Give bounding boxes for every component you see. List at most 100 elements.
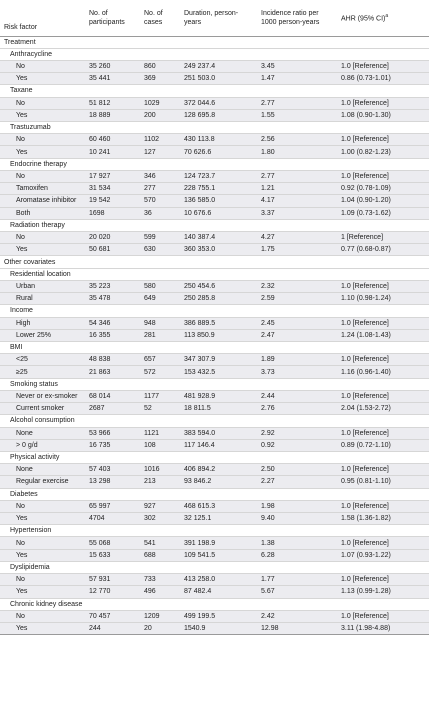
group-label: Hypertension	[0, 524, 429, 538]
ahr-cell: 1.0 [Reference]	[337, 463, 429, 477]
duration-cell: 136 585.0	[180, 194, 257, 208]
ahr-cell: 1.16 (0.96-1.40)	[337, 365, 429, 379]
group-header-row: Residential location	[0, 268, 429, 281]
ahr-cell: 3.11 (1.98-4.88)	[337, 622, 429, 636]
participants-cell: 60 460	[85, 133, 140, 147]
incidence-cell: 3.45	[257, 60, 337, 74]
group-label: Alcohol consumption	[0, 414, 429, 428]
participants-cell: 12 770	[85, 585, 140, 599]
group-label: BMI	[0, 341, 429, 355]
row-label: Yes	[0, 145, 85, 159]
cases-cell: 346	[140, 170, 180, 184]
cases-cell: 127	[140, 145, 180, 159]
cases-cell: 688	[140, 549, 180, 562]
cases-cell: 657	[140, 353, 180, 367]
section-header-row: Other covariates	[0, 255, 429, 269]
ahr-cell: 1.0 [Reference]	[337, 170, 429, 184]
group-label: Trastuzumab	[0, 121, 429, 135]
cases-cell: 52	[140, 402, 180, 416]
group-header-row: Radiation therapy	[0, 219, 429, 233]
duration-cell: 372 044.6	[180, 97, 257, 110]
participants-cell: 31 534	[85, 182, 140, 196]
incidence-cell: 2.77	[257, 170, 337, 184]
incidence-cell: 2.56	[257, 133, 337, 147]
participants-cell: 1698	[85, 207, 140, 220]
ahr-cell: 0.95 (0.81-1.10)	[337, 475, 429, 489]
ahr-cell: 1.0 [Reference]	[337, 60, 429, 74]
cases-cell: 496	[140, 585, 180, 599]
row-label: No	[0, 231, 85, 245]
table-row: No 35 260 860 249 237.4 3.45 1.0 [Reference]	[0, 60, 429, 74]
participants-cell: 16 735	[85, 439, 140, 452]
duration-cell: 360 353.0	[180, 243, 257, 257]
incidence-cell: 2.47	[257, 329, 337, 342]
table-row: Never or ex-smoker 68 014 1177 481 928.9 2.4…	[0, 390, 429, 404]
ahr-cell: 1.0 [Reference]	[337, 317, 429, 330]
duration-cell: 70 626.6	[180, 145, 257, 159]
table-row: Yes 15 633 688 109 541.5 6.28 1.07 (0.93-1.22…	[0, 549, 429, 562]
table-row: Yes 244 20 1540.9 12.98 3.11 (1.98-4.88)	[0, 622, 429, 636]
row-label: Yes	[0, 622, 85, 636]
incidence-cell: 2.59	[257, 292, 337, 306]
ahr-cell: 1.10 (0.98-1.24)	[337, 292, 429, 306]
ahr-cell: 1.24 (1.08-1.43)	[337, 329, 429, 342]
group-label: Smoking status	[0, 378, 429, 391]
incidence-cell: 1.55	[257, 109, 337, 123]
group-label: Physical activity	[0, 451, 429, 465]
cases-cell: 1209	[140, 610, 180, 624]
ahr-cell: 1.08 (0.90-1.30)	[337, 109, 429, 123]
ahr-cell: 1.0 [Reference]	[337, 573, 429, 587]
participants-cell: 244	[85, 622, 140, 636]
participants-cell: 13 298	[85, 475, 140, 489]
group-header-row: Anthracycline	[0, 48, 429, 61]
group-header-row: Dyslipidemia	[0, 561, 429, 575]
participants-cell: 57 931	[85, 573, 140, 587]
ahr-cell: 1.0 [Reference]	[337, 390, 429, 404]
cases-cell: 1121	[140, 427, 180, 440]
group-header-row: Smoking status	[0, 378, 429, 391]
duration-cell: 249 237.4	[180, 60, 257, 74]
participants-cell: 10 241	[85, 145, 140, 159]
participants-cell: 55 068	[85, 536, 140, 550]
ahr-cell: 1.58 (1.36-1.82)	[337, 512, 429, 526]
row-label: Both	[0, 207, 85, 220]
incidence-cell: 2.32	[257, 280, 337, 294]
incidence-cell: 2.50	[257, 463, 337, 477]
table-row: None 53 966 1121 383 594.0 2.92 1.0 [Referenc…	[0, 427, 429, 440]
group-header-row: Trastuzumab	[0, 121, 429, 135]
table-row: Aromatase inhibitor 19 542 570 136 585.0 4.1…	[0, 194, 429, 208]
participants-cell: 65 997	[85, 500, 140, 514]
ahr-cell: 0.86 (0.73-1.01)	[337, 72, 429, 86]
participants-cell: 70 457	[85, 610, 140, 624]
incidence-cell: 2.92	[257, 427, 337, 440]
cases-cell: 580	[140, 280, 180, 294]
incidence-cell: 1.21	[257, 182, 337, 196]
group-header-row: Endocrine therapy	[0, 158, 429, 171]
cases-cell: 599	[140, 231, 180, 245]
cases-cell: 20	[140, 622, 180, 636]
group-label: Diabetes	[0, 488, 429, 501]
incidence-cell: 1.80	[257, 145, 337, 159]
group-header-row: Alcohol consumption	[0, 414, 429, 428]
participants-cell: 53 966	[85, 427, 140, 440]
group-label: Radiation therapy	[0, 219, 429, 233]
duration-cell: 481 928.9	[180, 390, 257, 404]
row-label: Yes	[0, 549, 85, 562]
section-header-row: Treatment	[0, 36, 429, 49]
participants-cell: 19 542	[85, 194, 140, 208]
row-label: No	[0, 573, 85, 587]
table-row: Rural 35 478 649 250 285.8 2.59 1.10 (0.98-1.…	[0, 292, 429, 306]
ahr-cell: 1.04 (0.90-1.20)	[337, 194, 429, 208]
duration-cell: 87 482.4	[180, 585, 257, 599]
row-label: ≥25	[0, 365, 85, 379]
ahr-cell: 1.0 [Reference]	[337, 427, 429, 440]
duration-cell: 128 695.8	[180, 109, 257, 123]
table-row: Yes 12 770 496 87 482.4 5.67 1.13 (0.99-1.28)	[0, 585, 429, 599]
participants-cell: 35 441	[85, 72, 140, 86]
row-label: Yes	[0, 512, 85, 526]
duration-cell: 499 199.5	[180, 610, 257, 624]
table-header: Risk factor No. of participants No. of c…	[0, 0, 429, 37]
duration-cell: 153 432.5	[180, 365, 257, 379]
participants-cell: 17 927	[85, 170, 140, 184]
participants-cell: 54 346	[85, 317, 140, 330]
